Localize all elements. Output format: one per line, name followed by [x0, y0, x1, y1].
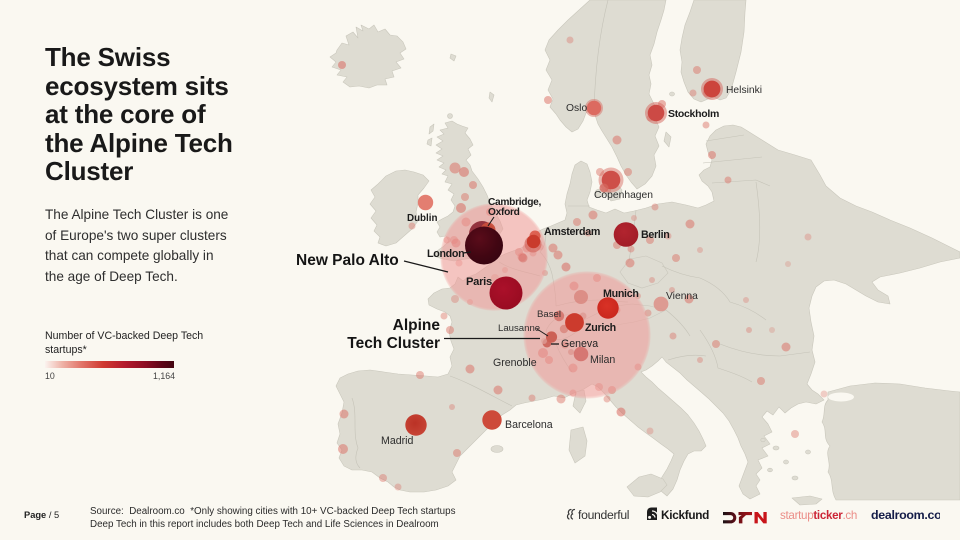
svg-text:London: London [427, 248, 464, 260]
svg-text:Lausanne: Lausanne [498, 323, 540, 334]
svg-text:Paris: Paris [466, 276, 492, 288]
svg-text:Copenhagen: Copenhagen [594, 190, 653, 201]
svg-text:Barcelona: Barcelona [505, 419, 553, 431]
svg-text:Helsinki: Helsinki [726, 85, 762, 96]
svg-text:Oslo: Oslo [566, 103, 587, 114]
svg-text:Vienna: Vienna [666, 291, 698, 302]
svg-text:Munich: Munich [603, 288, 639, 300]
svg-text:Berlin: Berlin [641, 229, 670, 241]
svg-text:Madrid: Madrid [381, 435, 413, 447]
svg-text:founderful: founderful [578, 508, 629, 522]
svg-text:Grenoble: Grenoble [493, 357, 537, 369]
svg-text:Geneva: Geneva [561, 338, 598, 350]
svg-text:dealroom.co: dealroom.co [871, 508, 940, 522]
svg-text:Zurich: Zurich [585, 322, 616, 334]
svg-text:Basel: Basel [537, 309, 561, 320]
svg-text:Milan: Milan [590, 354, 615, 366]
svg-text:Amsterdam: Amsterdam [544, 226, 600, 238]
svg-text:Kickfund: Kickfund [661, 508, 709, 522]
svg-text:Oxford: Oxford [488, 207, 520, 218]
svg-text:Cambridge,: Cambridge, [488, 197, 542, 208]
svg-text:startupticker.ch: startupticker.ch [780, 509, 857, 522]
svg-text:Stockholm: Stockholm [668, 108, 719, 120]
svg-text:Dublin: Dublin [407, 213, 437, 224]
